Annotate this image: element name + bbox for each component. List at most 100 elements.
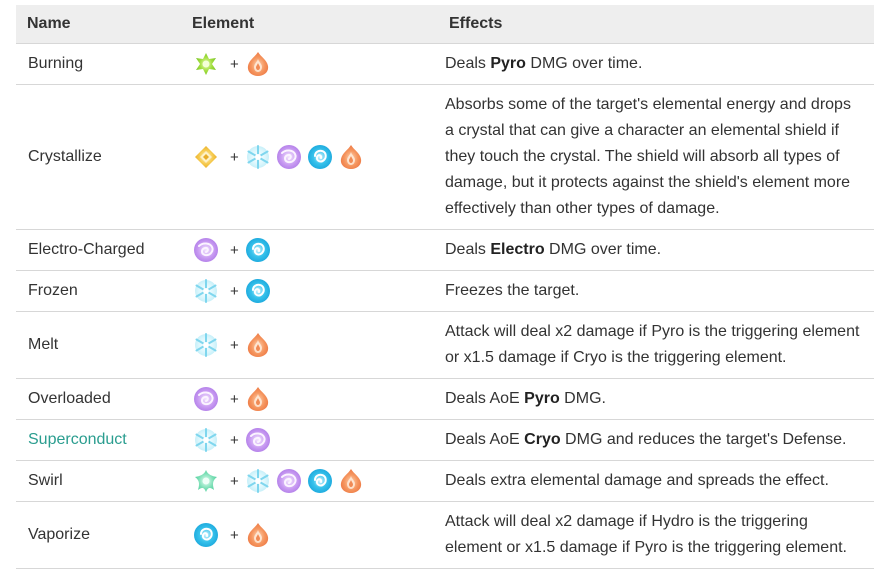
- reaction-name-cell: Burning: [16, 43, 181, 85]
- hydro-icon: [307, 144, 333, 170]
- hydro-icon: [245, 278, 271, 304]
- plus-sign: +: [230, 431, 239, 449]
- reaction-elements-cell: +: [181, 419, 438, 461]
- hydro-icon: [307, 468, 333, 494]
- pyro-icon: [245, 51, 271, 77]
- effect-text: DMG and reduces the target's Defense.: [560, 431, 847, 448]
- cryo-icon: [193, 278, 219, 304]
- element-icons: +: [193, 142, 438, 172]
- effect-text: Freezes the target.: [445, 282, 580, 299]
- reaction-name-cell: Superconduct: [16, 419, 181, 461]
- effect-text: Attack will deal x2 damage if Pyro is th…: [445, 323, 860, 366]
- table-row: Superconduct + Deals AoE Cryo DMG and redu…: [16, 419, 874, 461]
- reaction-elements-cell: +: [181, 311, 438, 379]
- effect-text: Absorbs some of the target's elemental e…: [445, 96, 851, 217]
- electro-icon: [193, 386, 219, 412]
- reaction-effect-cell: Deals AoE Cryo DMG and reduces the targe…: [438, 419, 874, 461]
- element-icons: +: [193, 466, 438, 496]
- reaction-elements-cell: +: [181, 270, 438, 312]
- pyro-icon: [245, 386, 271, 412]
- element-icons: +: [193, 425, 438, 455]
- electro-icon: [276, 468, 302, 494]
- element-icons: +: [193, 384, 438, 414]
- table-row: Melt + Attack will deal x2 damage if Pyro …: [16, 311, 874, 379]
- reaction-name: Crystallize: [28, 148, 102, 165]
- reaction-elements-cell: +: [181, 43, 438, 85]
- effect-element-bold: Cryo: [524, 431, 561, 448]
- reaction-name: Electro-Charged: [28, 241, 145, 258]
- cryo-icon: [245, 144, 271, 170]
- pyro-icon: [338, 468, 364, 494]
- effect-text: DMG.: [559, 390, 606, 407]
- reaction-name-cell: Swirl: [16, 460, 181, 502]
- reactions-table: Name Element Effects Burning + Deals Pyro …: [16, 5, 874, 569]
- reaction-name-cell: Overloaded: [16, 378, 181, 420]
- reaction-effect-cell: Attack will deal x2 damage if Pyro is th…: [438, 311, 874, 379]
- reaction-name-cell: Vaporize: [16, 501, 181, 569]
- reaction-elements-cell: +: [181, 378, 438, 420]
- element-icons: +: [193, 49, 438, 79]
- effect-text: Attack will deal x2 damage if Hydro is t…: [445, 513, 847, 556]
- column-header-element: Element: [181, 5, 438, 44]
- effect-text: Deals extra elemental damage and spreads…: [445, 472, 829, 489]
- plus-sign: +: [230, 55, 239, 73]
- reaction-name-cell: Crystallize: [16, 84, 181, 230]
- anemo-icon: [193, 468, 219, 494]
- plus-sign: +: [230, 472, 239, 490]
- hydro-icon: [245, 237, 271, 263]
- element-icons: +: [193, 276, 438, 306]
- element-icons: +: [193, 520, 438, 550]
- table-row: Overloaded + Deals AoE Pyro DMG.: [16, 378, 874, 420]
- table-row: Electro-Charged + Deals Electro DMG over t…: [16, 229, 874, 271]
- reaction-name-cell: Frozen: [16, 270, 181, 312]
- plus-sign: +: [230, 148, 239, 166]
- table-row: Frozen + Freezes the target.: [16, 270, 874, 312]
- plus-sign: +: [230, 526, 239, 544]
- reaction-elements-cell: +: [181, 501, 438, 569]
- cryo-icon: [193, 332, 219, 358]
- effect-text: Deals AoE: [445, 431, 525, 448]
- electro-icon: [193, 237, 219, 263]
- reaction-elements-cell: +: [181, 84, 438, 230]
- effect-text: DMG over time.: [525, 55, 643, 72]
- plus-sign: +: [230, 241, 239, 259]
- cryo-icon: [193, 427, 219, 453]
- reaction-name-cell: Melt: [16, 311, 181, 379]
- plus-sign: +: [230, 390, 239, 408]
- table-header-row: Name Element Effects: [16, 5, 874, 44]
- electro-icon: [276, 144, 302, 170]
- table-row: Swirl + Deals extra elemental damage and s…: [16, 460, 874, 502]
- pyro-icon: [245, 522, 271, 548]
- cryo-icon: [245, 468, 271, 494]
- reaction-name: Melt: [28, 336, 59, 353]
- reaction-name: Overloaded: [28, 390, 111, 407]
- plus-sign: +: [230, 282, 239, 300]
- reaction-elements-cell: +: [181, 460, 438, 502]
- reaction-effect-cell: Deals Pyro DMG over time.: [438, 43, 874, 85]
- dendro-icon: [193, 51, 219, 77]
- table-body: Burning + Deals Pyro DMG over time. Crystal…: [16, 43, 874, 569]
- hydro-icon: [193, 522, 219, 548]
- reactions-table-container: Name Element Effects Burning + Deals Pyro …: [16, 5, 874, 569]
- reaction-name-link[interactable]: Superconduct: [28, 431, 127, 448]
- reaction-name: Vaporize: [28, 526, 90, 543]
- electro-icon: [245, 427, 271, 453]
- reaction-elements-cell: +: [181, 229, 438, 271]
- reaction-effect-cell: Attack will deal x2 damage if Hydro is t…: [438, 501, 874, 569]
- geo-icon: [193, 144, 219, 170]
- column-header-name: Name: [16, 5, 181, 44]
- effect-text: DMG over time.: [544, 241, 662, 258]
- reaction-effect-cell: Deals extra elemental damage and spreads…: [438, 460, 874, 502]
- table-row: Crystallize + Absorbs some of the target's…: [16, 84, 874, 230]
- reaction-name: Frozen: [28, 282, 78, 299]
- effect-text: Deals: [445, 241, 491, 258]
- column-header-effects: Effects: [438, 5, 874, 44]
- element-icons: +: [193, 235, 438, 265]
- table-row: Vaporize + Attack will deal x2 damage if H…: [16, 501, 874, 569]
- plus-sign: +: [230, 336, 239, 354]
- reaction-effect-cell: Absorbs some of the target's elemental e…: [438, 84, 874, 230]
- reaction-effect-cell: Deals Electro DMG over time.: [438, 229, 874, 271]
- table-row: Burning + Deals Pyro DMG over time.: [16, 43, 874, 85]
- effect-element-bold: Pyro: [524, 390, 560, 407]
- reaction-name: Burning: [28, 55, 84, 72]
